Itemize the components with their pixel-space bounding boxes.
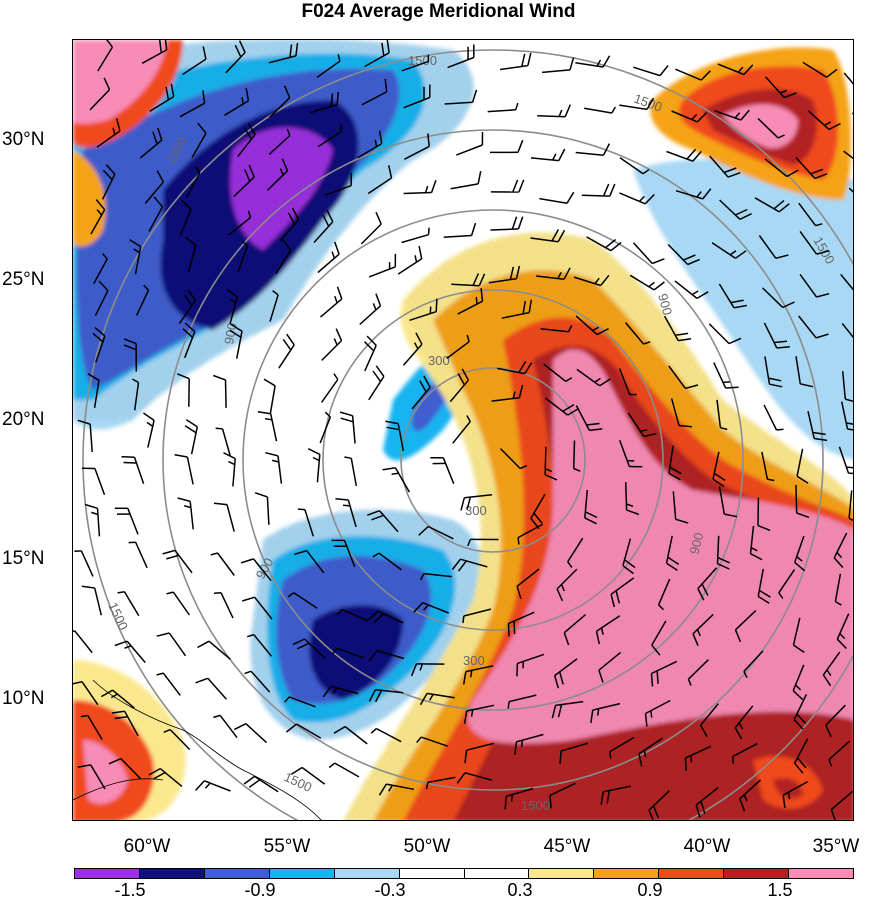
colorbar-label: -1.5 (100, 880, 160, 901)
lon-label: 45°W (527, 836, 607, 858)
lat-label: 10°N (2, 688, 72, 710)
colorbar-segment (335, 869, 400, 878)
colorbar-label: 1.5 (750, 880, 810, 901)
colorbar-segment (140, 869, 205, 878)
colorbar-segment (270, 869, 335, 878)
lon-label: 40°W (667, 836, 747, 858)
contour-label: 300 (428, 353, 450, 368)
map-title: F024 Average Meridional Wind (0, 0, 877, 24)
lat-label: 20°N (2, 409, 72, 431)
colorbar-segment (724, 869, 789, 878)
colorbar-segment (465, 869, 530, 878)
lat-label: 25°N (2, 269, 72, 291)
lon-label: 50°W (387, 836, 467, 858)
colorbar-segment (529, 869, 594, 878)
lon-label: 35°W (795, 836, 877, 858)
contour-label: 1500 (408, 53, 437, 68)
lon-label: 60°W (107, 836, 187, 858)
contour-label: 1500 (521, 798, 550, 813)
colorbar-segment (789, 869, 853, 878)
colorbar-label: -0.9 (230, 880, 290, 901)
colorbar-label: 0.9 (620, 880, 680, 901)
map-plot-area: 1500 1500 1500 1500 900 900 900 900 300 … (72, 39, 854, 821)
contour-label: 300 (463, 653, 485, 668)
lat-label: 15°N (2, 548, 72, 570)
colorbar-segment (75, 869, 140, 878)
lat-label: 30°N (2, 129, 72, 151)
colorbar-segment (659, 869, 724, 878)
wind-field-map: 1500 1500 1500 1500 900 900 900 900 300 … (73, 40, 854, 821)
colorbar-label: 0.3 (490, 880, 550, 901)
colorbar-label: -0.3 (360, 880, 420, 901)
colorbar-segment (400, 869, 465, 878)
colorbar-segment (594, 869, 659, 878)
colorbar-segment (205, 869, 270, 878)
lon-label: 55°W (247, 836, 327, 858)
colorbar (74, 868, 854, 879)
